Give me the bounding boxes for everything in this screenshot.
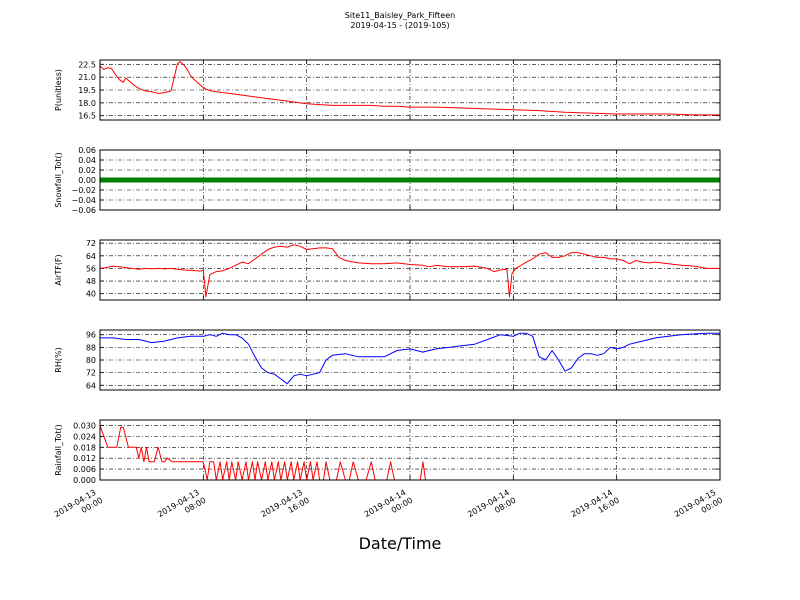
plot-frame xyxy=(99,329,721,391)
y-axis-label: RH(%) xyxy=(54,347,63,372)
y-axis-label: Snowfall_Tot() xyxy=(54,152,63,208)
y-tick-label: 16.5 xyxy=(78,112,96,121)
y-tick-label: 0.012 xyxy=(73,454,96,463)
subplot-1: 16.5 18.0 19.5 21.0 22.5 P(unitless) xyxy=(54,59,721,121)
y-tick-label: 0.00 xyxy=(78,176,96,185)
y-axis-label: AirTF(F) xyxy=(54,254,63,285)
y-tick-label: −0.02 xyxy=(71,186,96,195)
y-tick-label: 22.5 xyxy=(78,60,96,69)
y-tick-label: 21.0 xyxy=(78,73,96,82)
chart-subtitle: 2019-04-15 - (2019-105) xyxy=(350,21,450,30)
y-tick-label: 88 xyxy=(86,343,96,352)
y-tick-label: 48 xyxy=(86,277,96,286)
subplot-4: 64 72 80 88 96 RH(%) xyxy=(54,329,721,391)
y-tick-label: 0.06 xyxy=(78,146,96,155)
y-tick-label: −0.06 xyxy=(71,206,96,215)
plot-frame xyxy=(99,59,721,121)
y-tick-label: 0.018 xyxy=(73,443,96,452)
x-axis-label: Date/Time xyxy=(358,534,442,553)
subplot-2: −0.06−0.04−0.020.000.020.040.06 Snowfall_… xyxy=(54,146,721,215)
plot-frame xyxy=(99,239,721,301)
plot-frame xyxy=(99,419,721,481)
subplot-3: 40 48 56 64 72 AirTF(F) xyxy=(54,239,721,301)
y-tick-label: 40 xyxy=(86,290,96,299)
y-tick-label: 0.000 xyxy=(73,476,96,485)
y-tick-label: 18.0 xyxy=(78,99,96,108)
y-tick-label: 64 xyxy=(86,252,96,261)
y-tick-label: 0.02 xyxy=(78,166,96,175)
y-tick-label: 0.04 xyxy=(78,156,96,165)
y-tick-label: 72 xyxy=(86,369,96,378)
y-tick-label: 96 xyxy=(86,331,96,340)
y-tick-label: 19.5 xyxy=(78,86,96,95)
y-tick-label: 0.024 xyxy=(73,432,96,441)
y-tick-label: 64 xyxy=(86,381,96,390)
y-tick-label: 0.030 xyxy=(73,421,96,430)
y-axis-label: Rainfall_Tot() xyxy=(54,424,63,476)
series-line xyxy=(99,61,720,116)
y-tick-label: 80 xyxy=(86,356,96,365)
y-tick-label: 56 xyxy=(86,264,96,273)
series-line xyxy=(100,332,720,385)
series-line xyxy=(99,244,720,298)
y-tick-label: −0.04 xyxy=(71,196,96,205)
chart-title: Site11_Baisley_Park_Fifteen xyxy=(344,11,456,20)
plot-frame xyxy=(99,149,721,211)
y-axis-label: P(unitless) xyxy=(54,69,63,111)
subplot-5: 0.000 0.006 0.012 0.018 0.024 0.030 Rainfall_T… xyxy=(54,419,721,485)
y-tick-label: 0.006 xyxy=(73,465,96,474)
y-tick-label: 72 xyxy=(86,239,96,248)
